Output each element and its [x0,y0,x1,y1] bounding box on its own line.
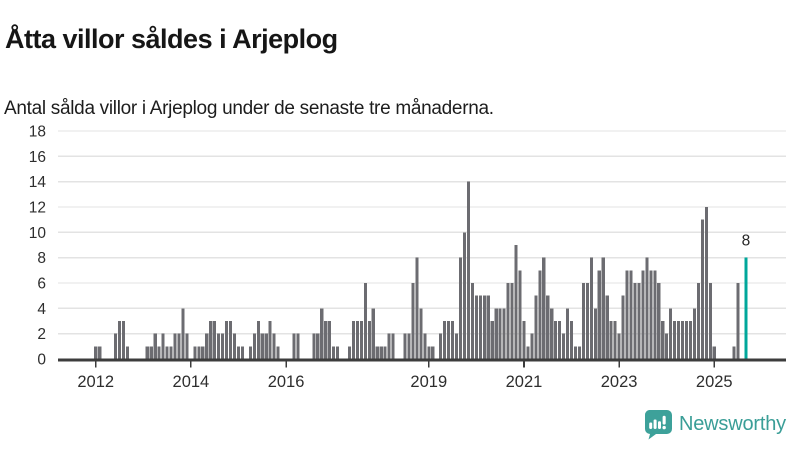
newsworthy-icon [644,410,672,440]
svg-text:2019: 2019 [410,373,447,391]
svg-text:16: 16 [29,149,46,166]
svg-text:6: 6 [37,276,46,293]
svg-text:2021: 2021 [506,373,543,391]
svg-text:2023: 2023 [601,373,638,391]
newsworthy-logo-text: Newsworthy [679,413,786,435]
svg-text:2: 2 [37,326,46,343]
svg-text:8: 8 [37,250,46,267]
svg-text:14: 14 [29,174,47,191]
svg-text:10: 10 [29,225,47,242]
svg-text:18: 18 [29,124,46,141]
svg-text:8: 8 [742,233,751,250]
svg-text:4: 4 [37,301,46,318]
svg-text:12: 12 [29,200,46,217]
svg-text:2025: 2025 [696,373,733,391]
svg-text:0: 0 [37,352,46,369]
page-subtitle: Antal sålda villor i Arjeplog under de s… [4,98,494,119]
svg-text:2014: 2014 [173,373,210,391]
newsworthy-logo: Newsworthy [644,409,786,440]
svg-text:2012: 2012 [77,373,114,391]
page-title: Åtta villor såldes i Arjeplog [5,24,338,55]
svg-text:2016: 2016 [268,373,305,391]
